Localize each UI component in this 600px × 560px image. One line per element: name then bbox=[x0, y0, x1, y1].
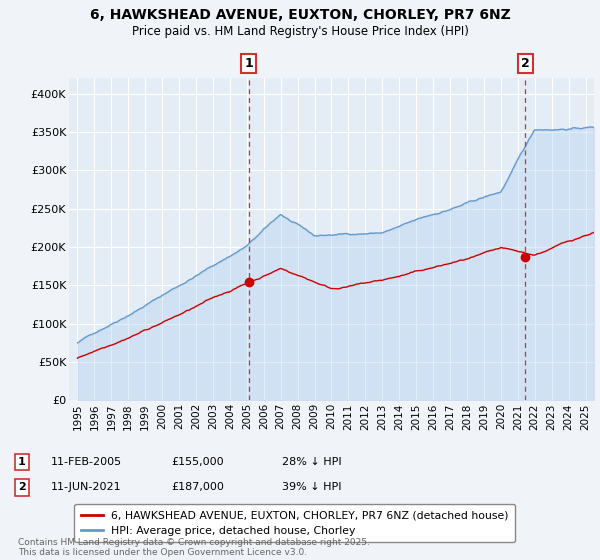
Text: £155,000: £155,000 bbox=[171, 457, 224, 467]
Text: 6, HAWKSHEAD AVENUE, EUXTON, CHORLEY, PR7 6NZ: 6, HAWKSHEAD AVENUE, EUXTON, CHORLEY, PR… bbox=[89, 8, 511, 22]
Text: 2: 2 bbox=[18, 482, 26, 492]
Text: Price paid vs. HM Land Registry's House Price Index (HPI): Price paid vs. HM Land Registry's House … bbox=[131, 25, 469, 38]
Text: 28% ↓ HPI: 28% ↓ HPI bbox=[282, 457, 341, 467]
Text: 11-JUN-2021: 11-JUN-2021 bbox=[51, 482, 122, 492]
Text: 1: 1 bbox=[244, 57, 253, 70]
Text: 11-FEB-2005: 11-FEB-2005 bbox=[51, 457, 122, 467]
Text: 2: 2 bbox=[521, 57, 530, 70]
Text: £187,000: £187,000 bbox=[171, 482, 224, 492]
Text: 39% ↓ HPI: 39% ↓ HPI bbox=[282, 482, 341, 492]
Text: 1: 1 bbox=[18, 457, 26, 467]
Legend: 6, HAWKSHEAD AVENUE, EUXTON, CHORLEY, PR7 6NZ (detached house), HPI: Average pri: 6, HAWKSHEAD AVENUE, EUXTON, CHORLEY, PR… bbox=[74, 504, 515, 543]
Text: Contains HM Land Registry data © Crown copyright and database right 2025.
This d: Contains HM Land Registry data © Crown c… bbox=[18, 538, 370, 557]
